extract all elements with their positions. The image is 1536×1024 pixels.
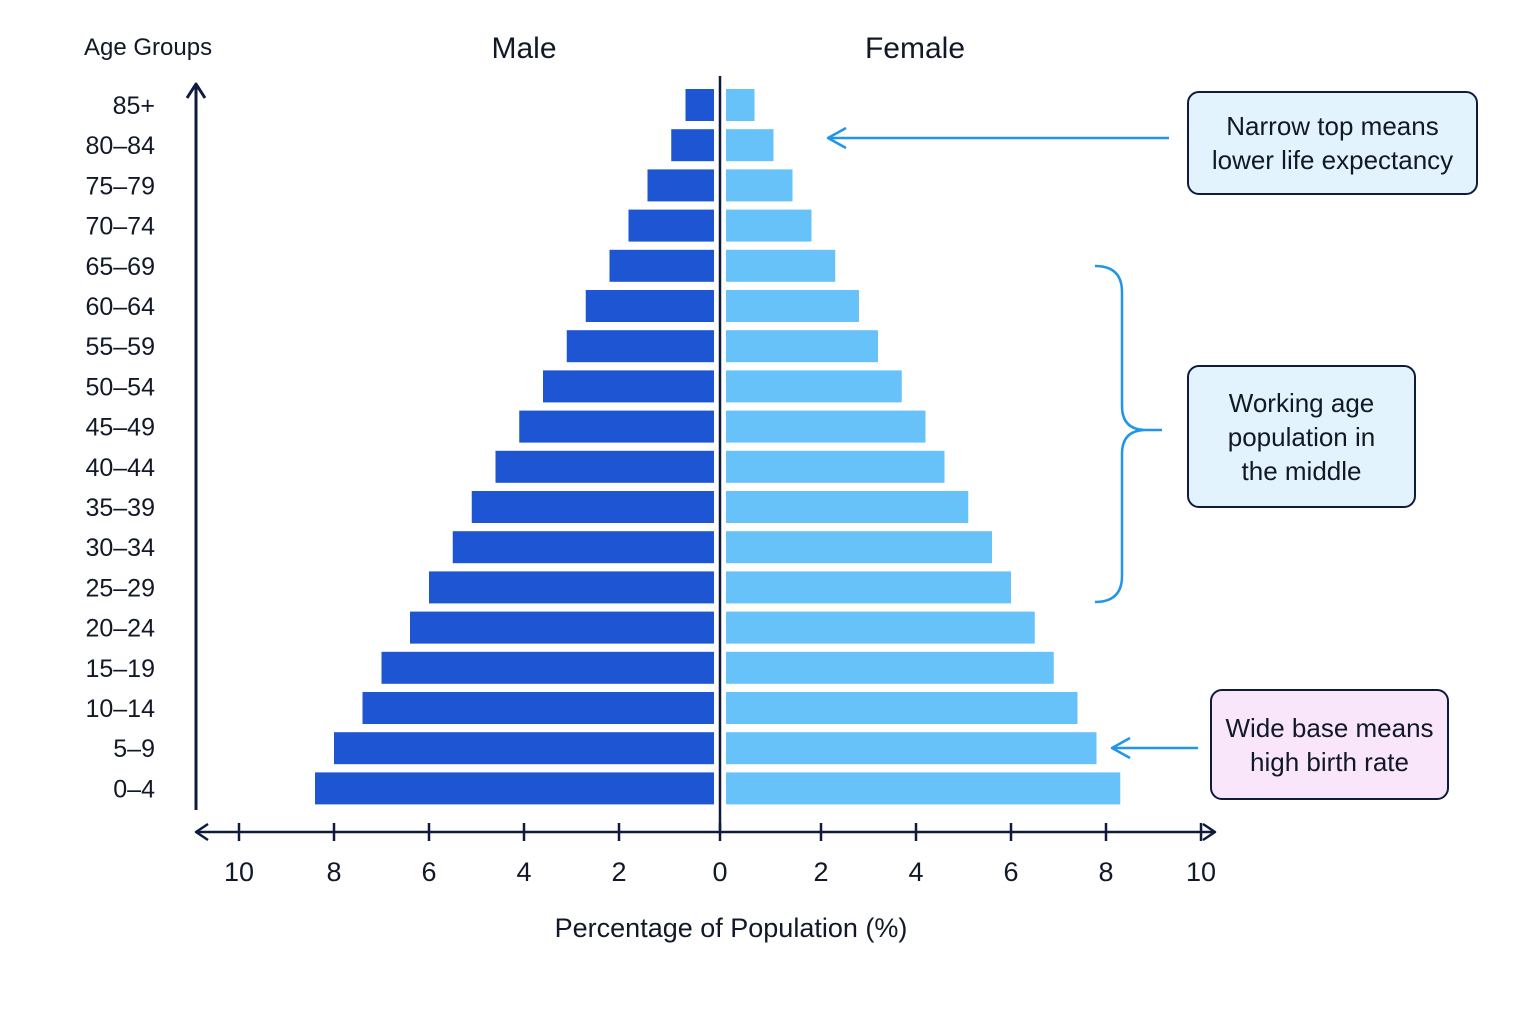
male-bar <box>362 692 714 724</box>
female-header: Female <box>865 32 965 65</box>
male-bar <box>609 249 714 282</box>
male-bar <box>566 330 714 363</box>
bars-layer <box>315 89 1121 805</box>
age-group-label: 30–34 <box>85 534 155 562</box>
female-bar <box>726 692 1078 724</box>
y-axis-arrow <box>185 82 207 99</box>
female-bar <box>726 772 1121 805</box>
male-bar <box>429 571 714 604</box>
male-bar <box>585 290 714 322</box>
female-bar <box>726 330 878 363</box>
male-bar <box>471 491 714 523</box>
x-tick-label-female: 6 <box>1003 857 1018 887</box>
age-group-label: 80–84 <box>85 132 155 160</box>
female-bar <box>726 611 1035 644</box>
ticks-layer: 10 8 6 4 2 0 2 4 6 8 10 <box>224 823 1216 887</box>
male-header: Male <box>491 32 556 65</box>
x-tick-label-male: 2 <box>611 857 626 887</box>
x-tick-label-male: 0 <box>712 857 727 887</box>
male-bar <box>519 410 714 443</box>
male-bar <box>381 651 714 684</box>
x-axis-arrow-left <box>194 822 209 842</box>
age-group-label: 70–74 <box>85 213 155 241</box>
x-tick-label-male: 4 <box>516 857 531 887</box>
age-group-label: 10–14 <box>85 695 155 723</box>
working-age-brace <box>1094 264 1162 604</box>
x-axis-arrow-right <box>1202 822 1217 842</box>
female-bar <box>726 491 969 523</box>
annotation-bottom-arrow <box>1110 736 1198 760</box>
male-bar <box>685 89 714 121</box>
age-group-label: 50–54 <box>85 373 155 401</box>
female-bar <box>726 651 1054 684</box>
age-group-label: 75–79 <box>85 172 155 200</box>
male-bar <box>410 611 714 644</box>
female-bar <box>726 571 1011 604</box>
male-bar <box>628 209 714 242</box>
age-group-label: 20–24 <box>85 615 155 643</box>
age-group-label: 25–29 <box>85 574 155 602</box>
age-group-label: 40–44 <box>85 454 155 482</box>
age-group-label: 55–59 <box>85 333 155 361</box>
female-bar <box>726 89 755 121</box>
x-tick-label-female: 8 <box>1098 857 1113 887</box>
x-tick-label-female: 10 <box>1186 857 1216 887</box>
age-group-label: 15–19 <box>85 655 155 683</box>
x-tick-label-female: 4 <box>908 857 923 887</box>
male-bar <box>647 169 714 202</box>
annotation-narrow-top: Narrow top means lower life expectancy <box>1187 91 1478 195</box>
y-axis-title: Age Groups <box>84 34 212 61</box>
male-bar <box>543 370 714 403</box>
annotation-working-age: Working age population in the middle <box>1187 365 1416 508</box>
female-bar <box>726 209 812 242</box>
age-group-label: 35–39 <box>85 494 155 522</box>
age-group-label: 65–69 <box>85 253 155 281</box>
x-tick-label-male: 10 <box>224 857 254 887</box>
x-axis-title: Percentage of Population (%) <box>555 913 908 943</box>
female-bar <box>726 450 945 483</box>
male-bar <box>671 129 714 162</box>
female-bar <box>726 531 992 564</box>
female-bar <box>726 290 859 322</box>
female-bar <box>726 169 793 202</box>
annotation-top-arrow <box>826 126 1169 150</box>
male-bar <box>315 772 714 805</box>
age-group-label: 85+ <box>113 92 155 120</box>
female-bar <box>726 129 774 162</box>
female-bar <box>726 410 926 443</box>
x-tick-label-male: 8 <box>326 857 341 887</box>
male-bar <box>334 732 714 765</box>
x-tick-label-male: 6 <box>421 857 436 887</box>
age-group-label: 5–9 <box>113 735 155 763</box>
annotation-wide-base: Wide base means high birth rate <box>1210 689 1449 800</box>
age-labels-layer: 85+ 80–84 75–79 70–74 65–69 60–64 55–59 50–54 45… <box>85 92 155 803</box>
female-bar <box>726 370 902 403</box>
male-bar <box>452 531 714 564</box>
age-group-label: 45–49 <box>85 414 155 442</box>
male-bar <box>495 450 714 483</box>
age-group-label: 60–64 <box>85 293 155 321</box>
x-tick-label-female: 2 <box>813 857 828 887</box>
age-group-label: 0–4 <box>113 775 155 803</box>
female-bar <box>726 732 1097 765</box>
female-bar <box>726 249 836 282</box>
